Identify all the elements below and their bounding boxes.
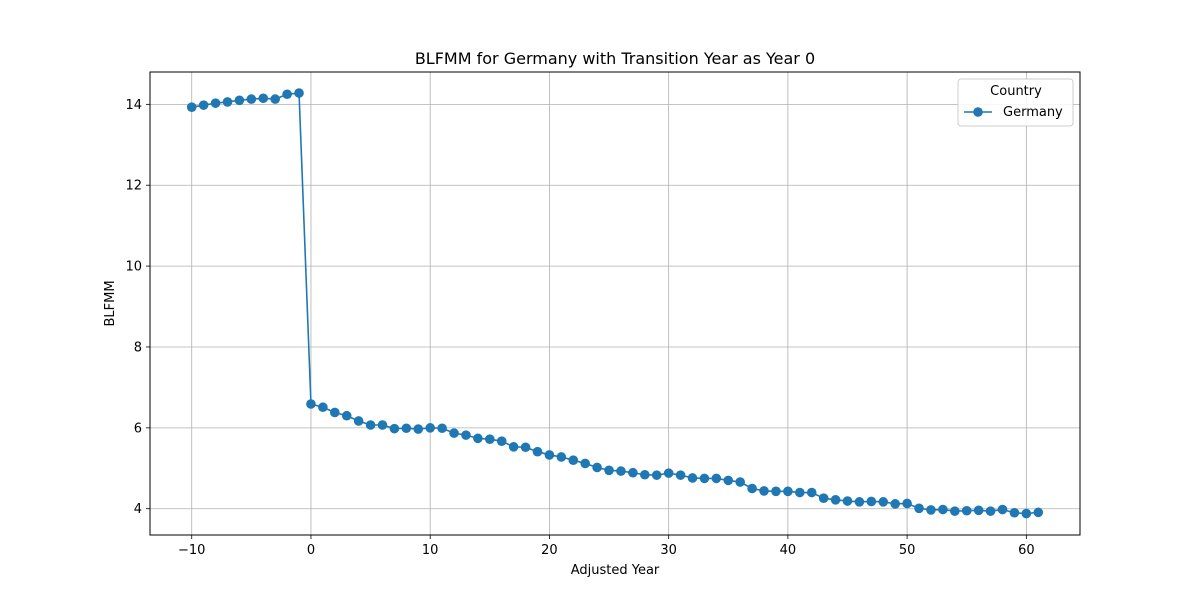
data-point bbox=[520, 442, 531, 453]
data-point bbox=[806, 487, 817, 498]
data-point bbox=[640, 469, 650, 480]
x-tick-label: 10 bbox=[422, 543, 439, 558]
x-tick-label: 40 bbox=[780, 543, 797, 558]
data-point bbox=[222, 97, 233, 107]
data-point bbox=[795, 487, 805, 498]
data-point bbox=[556, 452, 567, 462]
data-point bbox=[723, 475, 734, 486]
data-point bbox=[461, 430, 471, 440]
data-point bbox=[997, 504, 1008, 515]
data-point bbox=[783, 486, 793, 497]
chart-title: BLFMM for Germany with Transition Year a… bbox=[415, 49, 815, 68]
data-point bbox=[186, 102, 197, 112]
data-point bbox=[401, 423, 412, 434]
data-point bbox=[771, 486, 781, 497]
legend-title: Country bbox=[990, 84, 1042, 99]
x-tick-label: 50 bbox=[899, 543, 916, 558]
data-point bbox=[210, 98, 221, 108]
data-point bbox=[258, 93, 269, 104]
data-point bbox=[914, 503, 924, 514]
data-point bbox=[926, 505, 936, 515]
grid-layer bbox=[150, 72, 1080, 535]
data-point bbox=[938, 504, 948, 515]
data-point bbox=[759, 486, 769, 496]
data-point bbox=[699, 473, 710, 484]
x-tick-label: 0 bbox=[307, 543, 315, 558]
y-tick-label: 8 bbox=[134, 340, 142, 355]
data-point bbox=[747, 483, 757, 494]
data-point bbox=[413, 424, 424, 434]
data-point bbox=[735, 477, 745, 487]
y-axis-label: BLFMM bbox=[103, 280, 118, 326]
x-tick-label: −10 bbox=[178, 543, 205, 558]
data-point bbox=[496, 436, 507, 446]
data-point bbox=[985, 506, 996, 516]
y-tick-label: 14 bbox=[125, 98, 142, 113]
y-tick-label: 6 bbox=[134, 421, 142, 436]
data-point bbox=[902, 498, 912, 509]
y-tick-label: 12 bbox=[125, 179, 142, 194]
data-point bbox=[330, 407, 340, 418]
data-point bbox=[842, 496, 853, 506]
x-axis-label: Adjusted Year bbox=[571, 563, 660, 578]
data-point bbox=[508, 442, 519, 452]
data-point bbox=[282, 89, 292, 100]
data-point bbox=[365, 420, 376, 430]
data-point bbox=[616, 466, 626, 476]
data-point bbox=[1021, 508, 1032, 519]
data-point bbox=[1033, 507, 1044, 518]
data-point bbox=[818, 493, 829, 504]
plot-area-frame bbox=[149, 71, 1081, 536]
data-point bbox=[306, 399, 316, 409]
data-point bbox=[425, 423, 435, 433]
data-point bbox=[234, 95, 245, 106]
x-tick-label: 60 bbox=[1018, 543, 1035, 558]
data-point bbox=[604, 465, 614, 476]
data-point bbox=[485, 434, 495, 444]
data-point bbox=[246, 94, 257, 104]
data-point bbox=[294, 88, 304, 98]
data-point bbox=[580, 458, 590, 469]
data-point bbox=[270, 94, 280, 104]
tick-layer: −10 0 10 20 30 40 50 60 4 6 8 10 12 14 bbox=[125, 98, 1034, 558]
data-point bbox=[449, 428, 459, 438]
data-point bbox=[890, 499, 900, 509]
data-point bbox=[663, 468, 674, 478]
data-point bbox=[544, 450, 555, 460]
data-point bbox=[866, 496, 877, 507]
data-point bbox=[687, 473, 698, 483]
data-point bbox=[711, 473, 722, 484]
legend-marker-icon bbox=[973, 107, 983, 117]
data-point bbox=[437, 423, 447, 434]
data-point bbox=[353, 416, 364, 426]
data-point bbox=[532, 446, 543, 457]
data-point bbox=[973, 505, 984, 516]
legend-entry-germany: Germany bbox=[1003, 105, 1063, 120]
data-point bbox=[1009, 507, 1020, 518]
y-tick-label: 10 bbox=[125, 260, 142, 275]
legend: Country Germany bbox=[957, 78, 1074, 127]
x-tick-label: 20 bbox=[541, 543, 558, 558]
data-point bbox=[389, 423, 400, 434]
data-point bbox=[675, 470, 686, 480]
data-point bbox=[878, 497, 889, 507]
x-tick-label: 30 bbox=[660, 543, 677, 558]
data-point bbox=[341, 410, 352, 421]
data-point bbox=[318, 402, 328, 413]
data-point bbox=[473, 433, 483, 444]
series-layer bbox=[186, 88, 1044, 519]
data-point bbox=[568, 455, 579, 465]
y-tick-label: 4 bbox=[134, 502, 142, 517]
data-point bbox=[830, 495, 841, 505]
data-point bbox=[198, 100, 209, 110]
data-point bbox=[628, 467, 638, 478]
data-point bbox=[592, 462, 602, 473]
data-point bbox=[377, 420, 388, 430]
data-point bbox=[854, 497, 865, 507]
data-point bbox=[961, 505, 972, 516]
data-point bbox=[950, 506, 960, 516]
data-point bbox=[651, 470, 662, 480]
legend-box bbox=[957, 78, 1074, 127]
